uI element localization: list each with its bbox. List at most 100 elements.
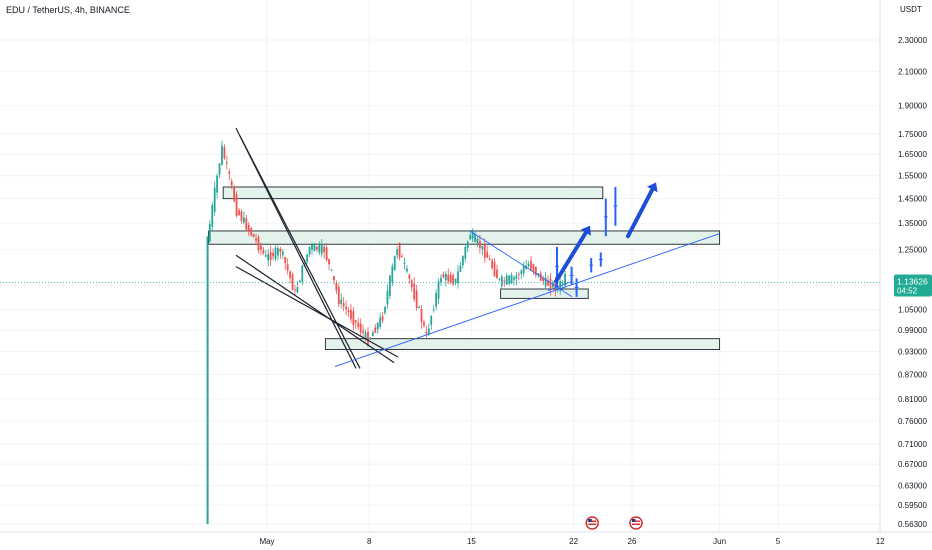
- symbol-title: EDU / TetherUS, 4h, BINANCE: [6, 5, 130, 15]
- candle-body: [255, 238, 257, 241]
- candle-body: [534, 266, 537, 276]
- candle-body: [430, 316, 433, 325]
- candle-body: [379, 317, 382, 327]
- us-flag-event-icon[interactable]: [629, 516, 643, 530]
- candle-body: [432, 309, 435, 311]
- candle-body: [262, 250, 265, 254]
- candle-body: [208, 223, 211, 242]
- candle-body: [252, 234, 255, 238]
- descending-trendline[interactable]: [469, 230, 573, 298]
- candle-body: [238, 210, 240, 215]
- candle-body: [240, 211, 243, 222]
- candle-body: [233, 186, 236, 202]
- flag-canton: [588, 519, 592, 522]
- support-resistance-zone[interactable]: [208, 230, 721, 245]
- y-tick-label: 0.59500: [898, 501, 927, 510]
- candle-body: [508, 275, 511, 284]
- candle-body: [505, 275, 508, 285]
- x-tick-label: Jun: [713, 537, 726, 546]
- y-tick-label: 0.67000: [898, 460, 927, 469]
- support-resistance-zone[interactable]: [222, 186, 604, 200]
- candle-body: [294, 289, 296, 291]
- candle-body: [291, 274, 294, 291]
- candle-body: [418, 306, 420, 308]
- candle-body: [286, 264, 289, 271]
- candle-body: [444, 273, 447, 281]
- candle-body: [359, 323, 362, 333]
- support-resistance-zone[interactable]: [324, 338, 721, 351]
- x-tick-label: 5: [776, 537, 781, 546]
- candle-body: [401, 256, 403, 258]
- candle-body: [354, 320, 357, 323]
- y-tick-label: 1.05000: [898, 306, 927, 315]
- candle-body: [269, 251, 272, 261]
- candle-body: [308, 246, 311, 255]
- candle-body: [406, 268, 408, 272]
- candle-body: [530, 260, 532, 270]
- x-tick-label: 15: [467, 537, 476, 546]
- candle-body: [301, 265, 304, 282]
- candle-body: [561, 282, 564, 284]
- wedge-upper-line-b[interactable]: [239, 135, 361, 369]
- y-tick-label: 1.75000: [898, 130, 927, 139]
- candle-body: [498, 278, 501, 280]
- candle-body: [447, 274, 450, 282]
- candle-body: [515, 275, 518, 279]
- candle-body: [337, 286, 340, 305]
- candle-body: [367, 331, 369, 346]
- candle-body: [223, 147, 226, 159]
- candle-body: [403, 262, 406, 264]
- candle-body: [423, 321, 425, 326]
- breakout-arrow-shaft: [554, 230, 588, 284]
- candle-body: [242, 217, 245, 223]
- candle-body: [260, 245, 262, 250]
- candle-body: [420, 308, 423, 323]
- ascending-trendline[interactable]: [334, 233, 720, 367]
- candle-body: [347, 310, 350, 313]
- y-tick-label: 2.10000: [898, 67, 927, 76]
- wedge-lower-line-b[interactable]: [235, 266, 399, 358]
- candle-body: [386, 290, 389, 305]
- candle-body: [427, 328, 430, 334]
- candle-body: [410, 280, 413, 288]
- y-tick-label: 1.90000: [898, 102, 927, 111]
- candle-body: [315, 246, 318, 250]
- candle-body: [330, 269, 333, 271]
- candle-body: [510, 274, 513, 284]
- candle-body: [471, 231, 474, 239]
- candle-body: [486, 251, 489, 258]
- flag-stripe: [632, 523, 640, 525]
- breakout-segment[interactable]: [547, 280, 573, 291]
- candle-body: [352, 311, 355, 325]
- bar-countdown: 04:52: [897, 287, 918, 296]
- candle-body: [306, 254, 309, 262]
- candle-body: [345, 306, 347, 310]
- candle-body: [245, 218, 248, 230]
- y-tick-label: 2.30000: [898, 36, 927, 45]
- candle-body: [413, 283, 416, 300]
- candle-body: [437, 281, 440, 299]
- currency-label: USDT: [900, 5, 922, 14]
- flag-stripe: [588, 520, 597, 522]
- flag-stripe: [632, 520, 640, 522]
- candle-body: [381, 316, 384, 321]
- candle-body: [213, 187, 216, 212]
- x-tick-label: 12: [876, 537, 885, 546]
- candle-body: [537, 273, 540, 275]
- candle-body: [544, 277, 547, 287]
- candle-body: [398, 242, 401, 258]
- candle-body: [225, 162, 228, 164]
- candle-body: [393, 255, 396, 271]
- us-flag-event-icon[interactable]: [585, 516, 599, 530]
- wedge-lower-line-a[interactable]: [235, 254, 395, 364]
- candle-body: [357, 322, 360, 328]
- candle-body: [384, 307, 386, 313]
- candle-body: [250, 228, 253, 236]
- candle-body: [374, 327, 377, 333]
- candle-body: [459, 265, 462, 272]
- candle-body: [466, 241, 469, 249]
- last-price-value: 1.13626: [897, 277, 928, 287]
- candle-body: [264, 255, 267, 257]
- candle-body: [513, 277, 515, 280]
